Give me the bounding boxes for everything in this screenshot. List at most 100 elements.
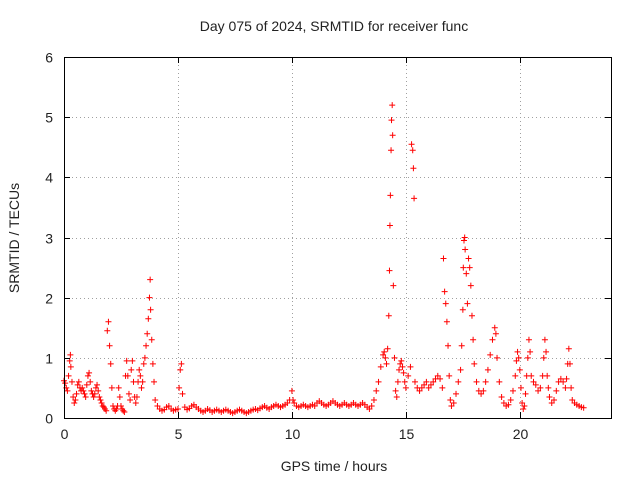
data-point <box>125 390 132 397</box>
data-point <box>133 393 140 400</box>
data-point <box>178 360 185 367</box>
data-point <box>411 195 418 202</box>
data-point <box>143 342 150 349</box>
data-point <box>146 294 153 301</box>
data-point <box>73 390 80 397</box>
data-point <box>117 402 124 409</box>
data-point <box>513 357 520 364</box>
axis-ticks: 0 5 10 15 20 0 1 2 3 4 5 6 <box>45 50 611 442</box>
data-point <box>522 390 529 397</box>
data-point <box>447 396 454 403</box>
data-point <box>86 369 93 376</box>
data-point <box>174 405 181 412</box>
data-point <box>62 380 69 387</box>
data-point <box>96 393 103 400</box>
data-point <box>462 246 469 253</box>
data-point <box>458 342 465 349</box>
data-point <box>120 407 127 414</box>
data-point <box>532 381 539 388</box>
data-point <box>437 375 444 382</box>
data-point <box>516 366 523 373</box>
x-tick-label: 15 <box>399 426 415 442</box>
data-point <box>509 387 516 394</box>
data-point <box>141 354 148 361</box>
data-point <box>177 366 184 373</box>
data-point <box>95 387 102 394</box>
data-point <box>103 407 110 414</box>
data-point <box>398 357 405 364</box>
data-point <box>83 381 90 388</box>
data-points <box>61 102 587 417</box>
data-point <box>138 384 145 391</box>
data-point <box>388 117 395 124</box>
data-point <box>392 387 399 394</box>
y-tick-label: 3 <box>45 231 53 247</box>
data-point <box>425 384 432 391</box>
data-point <box>396 366 403 373</box>
data-point <box>460 237 467 244</box>
x-tick-label: 20 <box>513 426 529 442</box>
data-point <box>152 396 159 403</box>
data-point <box>401 378 408 385</box>
data-point <box>90 393 97 400</box>
data-point <box>409 147 416 154</box>
data-point <box>442 300 449 307</box>
data-point <box>525 336 532 343</box>
y-axis-label: SRMTID / TECUs <box>6 183 22 293</box>
data-point <box>87 378 94 385</box>
data-point <box>381 348 388 355</box>
data-point <box>478 390 485 397</box>
data-point <box>455 378 462 385</box>
data-point <box>70 393 77 400</box>
data-point <box>546 393 553 400</box>
data-point <box>524 354 531 361</box>
data-point <box>127 396 134 403</box>
data-point <box>386 267 393 274</box>
data-point <box>500 399 507 406</box>
x-tick-label: 0 <box>61 426 69 442</box>
data-point <box>147 306 154 313</box>
data-point <box>400 369 407 376</box>
data-point <box>514 348 521 355</box>
data-point <box>288 387 295 394</box>
data-point <box>79 384 86 391</box>
data-point <box>67 363 74 370</box>
data-point <box>147 276 154 283</box>
data-point <box>389 102 396 109</box>
data-point <box>92 384 99 391</box>
data-point <box>545 384 552 391</box>
data-point <box>517 384 524 391</box>
data-point <box>176 384 183 391</box>
data-point <box>416 387 423 394</box>
data-point <box>466 264 473 271</box>
data-point <box>461 234 468 241</box>
data-point <box>115 384 122 391</box>
y-tick-label: 2 <box>45 291 53 307</box>
data-point <box>137 372 144 379</box>
data-point <box>459 306 466 313</box>
data-point <box>557 375 564 382</box>
data-point <box>487 351 494 358</box>
data-point <box>124 372 131 379</box>
data-point <box>445 342 452 349</box>
data-point <box>405 372 412 379</box>
data-point <box>145 315 152 322</box>
data-point <box>560 378 567 385</box>
data-point <box>491 324 498 331</box>
data-point <box>105 318 112 325</box>
data-point <box>88 387 95 394</box>
data-point <box>470 336 477 343</box>
data-point <box>453 390 460 397</box>
data-point <box>121 408 128 415</box>
x-axis-label: GPS time / hours <box>281 458 388 474</box>
data-point <box>548 399 555 406</box>
data-point <box>520 405 527 412</box>
data-point <box>423 378 430 385</box>
data-point <box>104 327 111 334</box>
data-point <box>132 399 139 406</box>
data-point <box>448 402 455 409</box>
data-point <box>411 378 418 385</box>
data-point <box>108 384 115 391</box>
data-point <box>540 354 547 361</box>
